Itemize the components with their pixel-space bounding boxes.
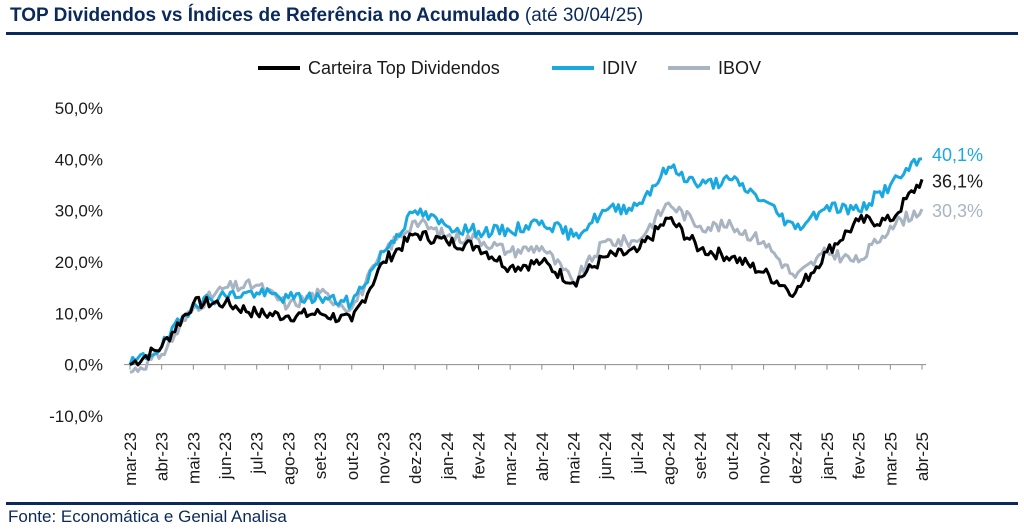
x-tick-label: abr-23 (153, 432, 172, 481)
x-tick-label: jun-24 (596, 432, 615, 480)
x-tick-label: fev-24 (469, 432, 488, 479)
x-tick-label: abr-24 (533, 432, 552, 481)
x-tick-label: mai-23 (184, 432, 203, 484)
x-tick-label: jan-24 (438, 432, 457, 480)
x-tick-label: set-24 (691, 432, 710, 479)
x-tick-label: set-23 (311, 432, 330, 479)
series-line-carteira-top-dividendos (129, 178, 924, 367)
x-tick-label: jan-25 (818, 432, 837, 480)
y-tick-label: 30,0% (55, 202, 103, 221)
end-value-label: 36,1% (932, 171, 983, 191)
series-line-ibov (129, 201, 924, 374)
chart-title-main: TOP Dividendos vs Índices de Referência … (10, 5, 520, 26)
x-tick-label: ago-24 (660, 432, 679, 485)
y-tick-label: 50,0% (55, 99, 103, 118)
y-tick-label: 40,0% (55, 150, 103, 169)
x-tick-label: mar-23 (121, 432, 140, 486)
x-tick-label: nov-23 (374, 432, 393, 484)
y-tick-label: 10,0% (55, 304, 103, 323)
x-tick-label: mar-24 (501, 432, 520, 486)
x-tick-label: jun-23 (216, 432, 235, 480)
x-tick-label: dez-24 (786, 432, 805, 484)
end-value-label: 30,3% (932, 201, 983, 221)
x-tick-label: dez-23 (406, 432, 425, 484)
series-line-idiv (128, 157, 923, 366)
x-tick-label: abr-25 (913, 432, 932, 481)
chart-title: TOP Dividendos vs Índices de Referência … (10, 5, 643, 27)
x-tick-label: nov-24 (755, 432, 774, 484)
footer-divider (6, 502, 1018, 505)
y-tick-label: 0,0% (64, 356, 103, 375)
x-tick-label: mar-25 (881, 432, 900, 486)
legend-label: Carteira Top Dividendos (308, 58, 500, 78)
x-tick-label: out-23 (343, 432, 362, 480)
x-tick-label: jul-24 (628, 432, 647, 475)
legend-label: IBOV (718, 58, 761, 78)
x-tick-label: fev-25 (850, 432, 869, 479)
legend-label: IDIV (602, 58, 637, 78)
x-tick-label: out-24 (723, 432, 742, 480)
x-tick-label: ago-23 (279, 432, 298, 485)
end-value-label: 40,1% (932, 145, 983, 165)
y-tick-label: 20,0% (55, 253, 103, 272)
x-tick-label: jul-23 (248, 432, 267, 475)
chart-title-date: (até 30/04/25) (524, 5, 644, 26)
title-bar: TOP Dividendos vs Índices de Referência … (6, 2, 1018, 35)
x-tick-label: mai-24 (565, 432, 584, 484)
line-chart: -10,0% 0,0% 10,0% 20,0% 30,0% 40,0% 50,0% mar-2… (49, 58, 983, 486)
y-tick-label: -10,0% (49, 407, 103, 426)
source-note: Fonte: Economática e Genial Analisa (8, 507, 287, 526)
